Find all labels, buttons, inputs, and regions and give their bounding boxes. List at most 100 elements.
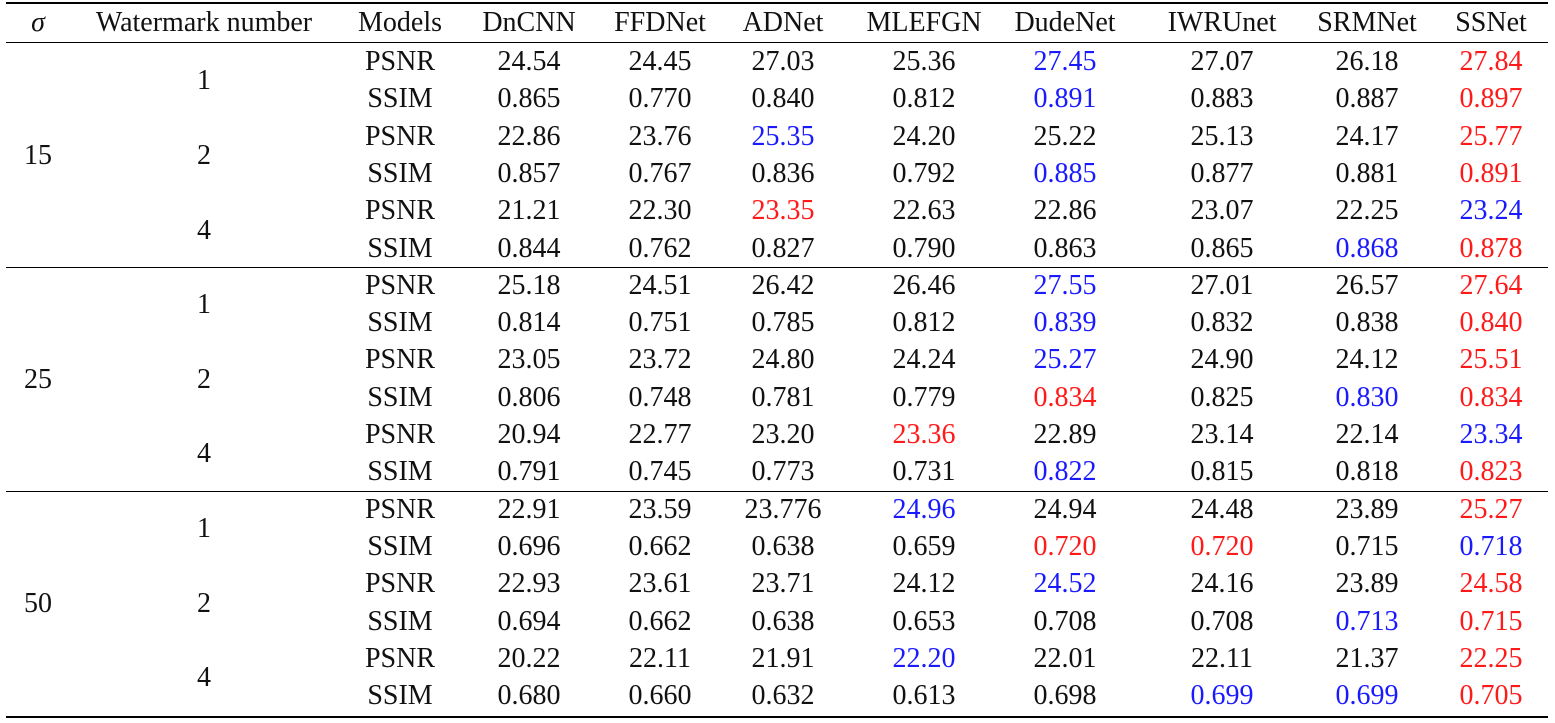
- table-cell: 0.715: [1459, 605, 1523, 637]
- table-cell: 0.881: [1335, 157, 1399, 189]
- table-cell: 0.883: [1190, 83, 1254, 115]
- table-cell: 23.76: [628, 120, 692, 152]
- table-cell: 0.836: [751, 157, 815, 189]
- table-cell: 27.03: [751, 46, 815, 77]
- sigma-value: 15: [24, 139, 52, 171]
- metric-label: PSNR: [364, 269, 436, 301]
- table-cell: 0.832: [1190, 307, 1254, 339]
- table-cell: 0.720: [1033, 530, 1097, 562]
- table-cell: 25.18: [497, 269, 561, 301]
- table-cell: 0.751: [628, 307, 692, 339]
- table-cell: 27.07: [1190, 46, 1254, 77]
- table-cell: 0.840: [1459, 307, 1523, 339]
- column-header: DnCNN: [482, 7, 576, 38]
- table-cell: 27.55: [1033, 269, 1097, 301]
- group-rule: [6, 267, 1548, 268]
- column-header: ADNet: [742, 7, 824, 38]
- table-cell: 0.613: [892, 680, 956, 712]
- table-cell: 24.24: [892, 344, 956, 376]
- table-cell: 22.14: [1335, 419, 1399, 450]
- table-cell: 23.20: [751, 419, 815, 450]
- table-cell: 25.36: [892, 46, 956, 77]
- table-cell: 0.632: [751, 680, 815, 712]
- watermark-number: 2: [197, 139, 211, 171]
- table-cell: 27.84: [1459, 46, 1523, 77]
- column-header: SRMNet: [1317, 7, 1417, 38]
- table-cell: 0.770: [628, 83, 692, 115]
- table-cell: 0.891: [1459, 157, 1523, 189]
- table-cell: 0.815: [1190, 456, 1254, 488]
- table-cell: 0.818: [1335, 456, 1399, 488]
- table-cell: 0.699: [1335, 680, 1399, 712]
- table-cell: 27.01: [1190, 269, 1254, 301]
- table-cell: 23.61: [628, 568, 692, 600]
- table-cell: 22.77: [628, 419, 692, 450]
- table-cell: 22.20: [892, 642, 956, 674]
- table-cell: 0.773: [751, 456, 815, 488]
- table-cell: 0.885: [1033, 157, 1097, 189]
- table-cell: 0.897: [1459, 83, 1523, 115]
- table-cell: 0.840: [751, 83, 815, 115]
- table-cell: 0.653: [892, 605, 956, 637]
- watermark-number: 4: [197, 662, 211, 694]
- table-cell: 20.22: [497, 642, 561, 674]
- table-cell: 22.25: [1459, 642, 1523, 674]
- metric-label: SSIM: [367, 680, 433, 712]
- table-cell: 0.823: [1459, 456, 1523, 488]
- table-cell: 27.45: [1033, 46, 1097, 77]
- sigma-header: σ: [31, 7, 45, 38]
- table-cell: 24.90: [1190, 344, 1254, 376]
- table-cell: 25.35: [751, 120, 815, 152]
- table-cell: 0.868: [1335, 232, 1399, 264]
- table-cell: 25.13: [1190, 120, 1254, 152]
- table-cell: 0.745: [628, 456, 692, 488]
- table-cell: 0.812: [892, 307, 956, 339]
- metric-label: PSNR: [364, 568, 436, 600]
- metric-label: PSNR: [364, 642, 436, 674]
- metric-label: SSIM: [367, 381, 433, 413]
- table-cell: 0.638: [751, 530, 815, 562]
- table-cell: 25.27: [1033, 344, 1097, 376]
- table-cell: 21.37: [1335, 642, 1399, 674]
- table-cell: 0.825: [1190, 381, 1254, 413]
- table-cell: 0.791: [497, 456, 561, 488]
- table-cell: 23.07: [1190, 195, 1254, 227]
- table-cell: 0.830: [1335, 381, 1399, 413]
- table-cell: 0.785: [751, 307, 815, 339]
- table-cell: 0.838: [1335, 307, 1399, 339]
- column-header: IWRUnet: [1167, 7, 1277, 38]
- table-cell: 0.891: [1033, 83, 1097, 115]
- metric-label: PSNR: [364, 493, 436, 525]
- table-cell: 0.887: [1335, 83, 1399, 115]
- table-cell: 0.806: [497, 381, 561, 413]
- table-cell: 24.96: [892, 493, 956, 525]
- table-cell: 0.857: [497, 157, 561, 189]
- table-cell: 23.05: [497, 344, 561, 376]
- metric-label: SSIM: [367, 530, 433, 562]
- table-cell: 24.16: [1190, 568, 1254, 600]
- table-cell: 0.660: [628, 680, 692, 712]
- table-cell: 24.52: [1033, 568, 1097, 600]
- table-cell: 0.790: [892, 232, 956, 264]
- table-cell: 24.20: [892, 120, 956, 152]
- table-cell: 23.89: [1335, 568, 1399, 600]
- table-cell: 0.699: [1190, 680, 1254, 712]
- table-cell: 0.877: [1190, 157, 1254, 189]
- table-cell: 0.731: [892, 456, 956, 488]
- table-cell: 25.77: [1459, 120, 1523, 152]
- table-cell: 0.827: [751, 232, 815, 264]
- metric-label: SSIM: [367, 307, 433, 339]
- watermark-number: 1: [197, 65, 211, 97]
- table-cell: 0.834: [1033, 381, 1097, 413]
- table-cell: 23.776: [744, 493, 822, 525]
- group-rule: [6, 491, 1548, 492]
- watermark-number: 2: [197, 363, 211, 395]
- column-header: DudeNet: [1014, 7, 1116, 38]
- table-cell: 22.30: [628, 195, 692, 227]
- table-cell: 25.22: [1033, 120, 1097, 152]
- table-cell: 23.72: [628, 344, 692, 376]
- top-rule: [6, 2, 1548, 4]
- metric-label: PSNR: [364, 46, 436, 77]
- metric-label: SSIM: [367, 157, 433, 189]
- table-cell: 0.814: [497, 307, 561, 339]
